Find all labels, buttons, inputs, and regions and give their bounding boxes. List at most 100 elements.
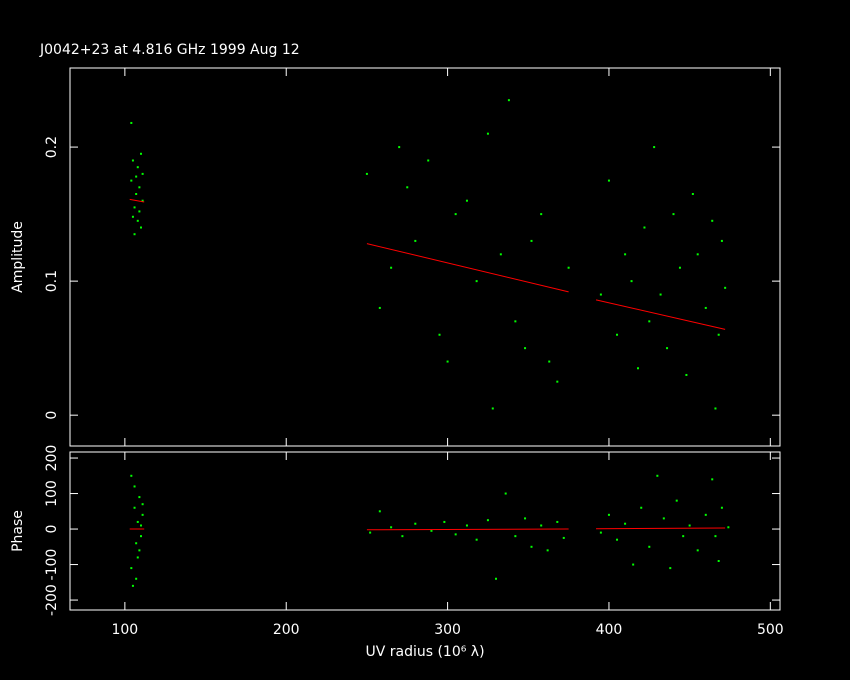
data-point bbox=[717, 333, 720, 336]
data-point bbox=[632, 563, 635, 566]
data-point bbox=[133, 206, 136, 209]
data-point bbox=[653, 146, 656, 149]
x-tick-label: 300 bbox=[434, 622, 461, 638]
data-point bbox=[414, 239, 417, 242]
data-point bbox=[130, 121, 133, 124]
data-point bbox=[133, 506, 136, 509]
data-point bbox=[486, 132, 489, 135]
y-tick-label: 200 bbox=[44, 445, 60, 472]
data-point bbox=[365, 172, 368, 175]
data-point bbox=[556, 520, 559, 523]
model-line bbox=[129, 527, 726, 531]
data-point bbox=[524, 347, 527, 350]
data-point bbox=[443, 520, 446, 523]
x-axis-label: UV radius (10⁶ λ) bbox=[365, 644, 484, 660]
data-point bbox=[662, 517, 665, 520]
data-point bbox=[131, 159, 134, 162]
data-point bbox=[130, 567, 133, 570]
data-point bbox=[141, 513, 144, 516]
data-point bbox=[454, 213, 457, 216]
x-tick-label: 500 bbox=[757, 622, 784, 638]
model-line bbox=[129, 198, 726, 330]
data-point bbox=[675, 499, 678, 502]
y-tick-label: 100 bbox=[44, 480, 60, 507]
data-point bbox=[711, 478, 714, 481]
data-point bbox=[438, 333, 441, 336]
data-point bbox=[133, 233, 136, 236]
data-point bbox=[540, 213, 543, 216]
data-point bbox=[465, 199, 468, 202]
data-point bbox=[141, 172, 144, 175]
data-point bbox=[430, 529, 433, 532]
data-point bbox=[514, 535, 517, 538]
data-point bbox=[624, 253, 627, 256]
data-point bbox=[727, 526, 730, 529]
data-point bbox=[688, 524, 691, 527]
data-point bbox=[390, 266, 393, 269]
data-point bbox=[133, 485, 136, 488]
data-point bbox=[530, 239, 533, 242]
y-tick-label: 0.1 bbox=[44, 270, 60, 292]
data-point bbox=[616, 333, 619, 336]
data-point bbox=[607, 513, 610, 516]
data-point bbox=[704, 513, 707, 516]
data-point bbox=[136, 556, 139, 559]
data-point bbox=[140, 152, 142, 155]
data-point bbox=[135, 193, 138, 195]
y-tick-label: -200 bbox=[44, 584, 60, 616]
data-point bbox=[135, 577, 138, 580]
data-point bbox=[406, 186, 409, 189]
data-point bbox=[607, 179, 610, 182]
plot-frame bbox=[69, 67, 781, 447]
data-point bbox=[637, 367, 639, 370]
data-point bbox=[140, 524, 142, 527]
data-point bbox=[504, 492, 507, 495]
data-point bbox=[678, 266, 681, 269]
data-point bbox=[138, 549, 141, 552]
data-point bbox=[378, 306, 381, 309]
data-point bbox=[648, 545, 651, 548]
x-tick-label: 400 bbox=[596, 622, 623, 638]
data-point bbox=[616, 538, 619, 541]
data-point bbox=[704, 306, 707, 309]
data-point bbox=[138, 210, 141, 213]
data-point bbox=[135, 542, 138, 545]
data-point bbox=[714, 407, 717, 410]
data-point bbox=[140, 226, 142, 229]
data-point bbox=[130, 179, 133, 182]
data-point bbox=[624, 522, 627, 525]
data-point bbox=[136, 166, 139, 169]
chart-title: J0042+23 at 4.816 GHz 1999 Aug 12 bbox=[39, 42, 300, 58]
data-point bbox=[720, 239, 723, 242]
data-point bbox=[378, 510, 381, 513]
data-point bbox=[414, 522, 417, 525]
data-point bbox=[599, 293, 602, 296]
y-axis-label: Amplitude bbox=[10, 221, 26, 293]
data-point bbox=[562, 536, 565, 539]
y-axis-label: Phase bbox=[10, 510, 26, 552]
data-point bbox=[136, 520, 139, 523]
data-point bbox=[669, 567, 672, 570]
data-point bbox=[130, 474, 133, 477]
data-point bbox=[711, 219, 714, 222]
data-point bbox=[643, 226, 646, 229]
data-point bbox=[131, 584, 134, 587]
data-point bbox=[131, 215, 134, 218]
data-point bbox=[530, 545, 533, 548]
data-point bbox=[390, 526, 393, 529]
data-point bbox=[524, 517, 527, 520]
data-point bbox=[495, 577, 497, 580]
data-point bbox=[140, 535, 142, 538]
data-point bbox=[691, 193, 694, 195]
data-point bbox=[696, 549, 699, 552]
y-tick-label: -100 bbox=[44, 549, 60, 581]
data-point bbox=[717, 560, 720, 563]
data-point bbox=[682, 535, 685, 538]
data-point bbox=[540, 524, 543, 527]
x-tick-label: 200 bbox=[273, 622, 300, 638]
data-point bbox=[401, 535, 404, 538]
data-point bbox=[138, 496, 141, 499]
data-point bbox=[514, 320, 517, 323]
data-point bbox=[507, 99, 510, 102]
